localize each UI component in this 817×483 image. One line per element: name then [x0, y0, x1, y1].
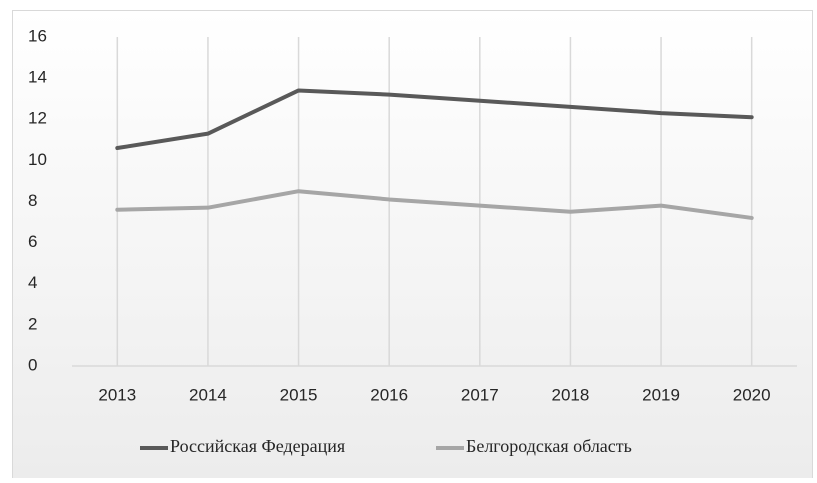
x-tick-label: 2020 — [733, 385, 771, 404]
x-tick-label: 2015 — [280, 385, 318, 404]
y-tick-label: 10 — [28, 150, 47, 169]
x-tick-label: 2019 — [642, 385, 680, 404]
x-tick-label: 2013 — [98, 385, 136, 404]
y-tick-label: 14 — [28, 68, 47, 87]
y-tick-label: 16 — [28, 26, 47, 45]
y-tick-label: 12 — [28, 109, 47, 128]
x-tick-label: 2018 — [552, 385, 590, 404]
x-tick-label: 2017 — [461, 385, 499, 404]
chart-frame — [12, 10, 813, 481]
series-line — [115, 189, 754, 220]
y-tick-label: 4 — [28, 273, 37, 292]
x-tick-label: 2016 — [370, 385, 408, 404]
legend-label: Белгородская область — [466, 436, 632, 456]
y-tick-label: 8 — [28, 191, 37, 210]
series-line — [115, 88, 754, 151]
y-tick-label: 0 — [28, 355, 37, 374]
y-tick-label: 2 — [28, 314, 37, 333]
x-tick-label: 2014 — [189, 385, 227, 404]
legend-label: Российская Федерация — [170, 436, 345, 456]
y-tick-label: 6 — [28, 232, 37, 251]
